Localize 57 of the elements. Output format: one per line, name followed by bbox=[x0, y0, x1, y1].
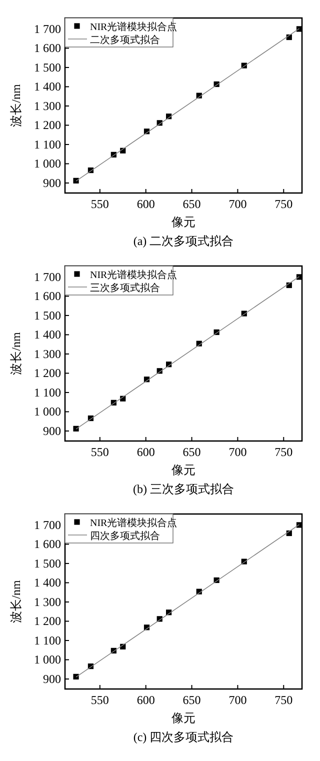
x-tick-label: 700 bbox=[228, 693, 247, 707]
y-axis-title: 波长/nm bbox=[9, 580, 23, 623]
x-tick-label: 550 bbox=[90, 197, 109, 211]
y-axis-title: 波长/nm bbox=[9, 332, 23, 375]
y-tick-label: 1 000 bbox=[34, 156, 61, 171]
y-axis-title: 波长/nm bbox=[9, 84, 23, 127]
text: (c) 四次多项式拟合 bbox=[133, 730, 234, 744]
x-tick-label: 650 bbox=[182, 445, 201, 459]
y-tick-label: 1 400 bbox=[34, 576, 61, 590]
y-tick-label: 1 600 bbox=[34, 41, 61, 56]
legend-label: 三次多项式拟合 bbox=[90, 282, 160, 294]
x-axis-title: 像元 bbox=[172, 463, 196, 477]
y-tick-label: 1 100 bbox=[34, 633, 61, 648]
y-tick-label: 1 200 bbox=[34, 614, 61, 628]
y-tick-label: 1 700 bbox=[34, 518, 61, 532]
y-tick-label: 1 300 bbox=[34, 594, 61, 609]
y-tick-label: 1 400 bbox=[34, 328, 61, 342]
x-tick-label: 750 bbox=[274, 445, 293, 459]
x-tick-label: 700 bbox=[228, 445, 247, 459]
y-tick-label: 1 600 bbox=[34, 289, 61, 304]
y-tick-label: 1 700 bbox=[34, 22, 61, 36]
text: (b) 三次多项式拟合 bbox=[133, 482, 234, 496]
y-tick-label: 1 500 bbox=[34, 308, 61, 322]
y-tick-label: 900 bbox=[43, 672, 61, 686]
text: (a) 二次多项式拟合 bbox=[133, 234, 234, 248]
y-tick-label: 1 000 bbox=[34, 404, 61, 419]
y-tick-label: 1 500 bbox=[34, 60, 61, 74]
x-tick-label: 600 bbox=[136, 693, 155, 707]
y-tick-label: 1 400 bbox=[34, 80, 61, 94]
x-tick-label: 700 bbox=[228, 197, 247, 211]
y-tick-label: 1 300 bbox=[34, 98, 61, 113]
y-tick-label: 1 100 bbox=[34, 137, 61, 152]
y-tick-label: 1 000 bbox=[34, 652, 61, 667]
x-tick-label: 600 bbox=[136, 197, 155, 211]
x-axis-title: 像元 bbox=[172, 711, 196, 725]
x-tick-label: 750 bbox=[274, 693, 293, 707]
x-tick-label: 550 bbox=[90, 693, 109, 707]
legend-label: 四次多项式拟合 bbox=[90, 530, 160, 542]
y-tick-label: 1 200 bbox=[34, 118, 61, 132]
x-tick-label: 550 bbox=[90, 445, 109, 459]
y-tick-label: 1 700 bbox=[34, 270, 61, 284]
y-tick-label: 1 300 bbox=[34, 346, 61, 361]
legend-label: NIR光谱模块拟合点 bbox=[90, 21, 178, 33]
x-axis-title: 像元 bbox=[172, 215, 196, 229]
y-tick-label: 1 600 bbox=[34, 537, 61, 552]
y-tick-label: 1 200 bbox=[34, 366, 61, 380]
x-tick-label: 750 bbox=[274, 197, 293, 211]
x-tick-label: 650 bbox=[182, 693, 201, 707]
legend-label: NIR光谱模块拟合点 bbox=[90, 517, 178, 529]
x-tick-label: 600 bbox=[136, 445, 155, 459]
y-tick-label: 1 100 bbox=[34, 385, 61, 400]
y-tick-label: 1 500 bbox=[34, 556, 61, 570]
x-tick-label: 650 bbox=[182, 197, 201, 211]
y-tick-label: 900 bbox=[43, 176, 61, 190]
legend-label: NIR光谱模块拟合点 bbox=[90, 269, 178, 281]
y-tick-label: 900 bbox=[43, 424, 61, 438]
legend-label: 二次多项式拟合 bbox=[90, 34, 160, 46]
